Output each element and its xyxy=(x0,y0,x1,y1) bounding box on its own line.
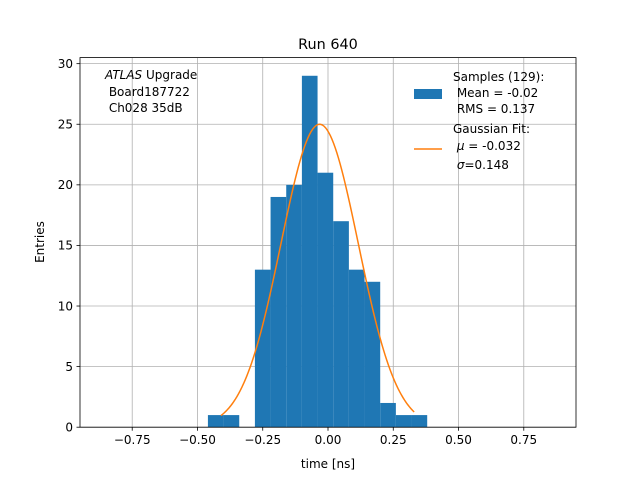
histogram-bar xyxy=(254,269,271,428)
legend-samples-swatch xyxy=(414,89,442,99)
legend: Samples (129): Mean = -0.02 RMS = 0.137 … xyxy=(414,70,544,172)
legend-samples-line-2: Mean = -0.02 xyxy=(453,86,538,100)
x-tick-label: 0.00 xyxy=(315,433,342,447)
legend-fit-mu-symbol: μ xyxy=(456,139,465,153)
y-tick-label: 20 xyxy=(58,178,73,192)
histogram-bar xyxy=(286,184,302,428)
x-axis-label: time [ns] xyxy=(301,457,355,471)
legend-samples-line-3: RMS = 0.137 xyxy=(453,102,535,116)
annotation-line-2: Board187722 xyxy=(105,85,190,99)
y-tick-label: 15 xyxy=(58,239,73,253)
histogram-bar xyxy=(301,75,318,428)
x-tick-label: −0.50 xyxy=(179,433,216,447)
legend-fit-line-2: μ = -0.032 xyxy=(453,139,521,153)
x-axis-ticks: −0.75 −0.50 −0.25 0.00 0.25 0.50 0.75 xyxy=(114,427,537,447)
histogram-bar xyxy=(411,415,428,428)
histogram-bar xyxy=(207,415,224,428)
y-tick-label: 25 xyxy=(58,118,73,132)
annotation-text: ATLAS Upgrade Board187722 Ch028 35dB xyxy=(104,68,197,115)
y-axis-label: Entries xyxy=(33,221,47,263)
x-tick-label: 0.25 xyxy=(380,433,407,447)
annotation-line-3: Ch028 35dB xyxy=(105,101,183,115)
legend-fit-sigma-symbol: σ xyxy=(457,158,465,172)
y-tick-label: 0 xyxy=(65,421,73,435)
histogram-bar xyxy=(348,269,365,428)
histogram-bars xyxy=(207,75,428,428)
legend-fit-line-1: Gaussian Fit: xyxy=(453,122,530,136)
annotation-line-1: ATLAS Upgrade xyxy=(104,68,197,82)
histogram-bar xyxy=(395,415,412,428)
x-tick-label: −0.25 xyxy=(244,433,281,447)
histogram-bar xyxy=(364,281,381,428)
histogram-bar xyxy=(380,402,396,428)
x-tick-label: 0.75 xyxy=(510,433,537,447)
y-tick-label: 10 xyxy=(58,299,73,313)
annotation-upgrade: Upgrade xyxy=(142,68,197,82)
y-tick-label: 5 xyxy=(65,360,73,374)
x-tick-label: −0.75 xyxy=(114,433,151,447)
y-axis-ticks: 0 5 10 15 20 25 30 xyxy=(58,57,80,435)
histogram-bar xyxy=(317,172,334,428)
gaussian-fit-curve xyxy=(220,123,415,417)
legend-fit-line-3: σ=0.148 xyxy=(453,158,509,172)
annotation-atlas: ATLAS xyxy=(104,68,143,82)
x-tick-label: 0.50 xyxy=(445,433,472,447)
histogram-bar xyxy=(223,415,240,428)
histogram-bar xyxy=(333,221,349,428)
y-tick-label: 30 xyxy=(58,57,73,71)
histogram-bar xyxy=(270,196,287,428)
legend-fit-sigma-value: =0.148 xyxy=(464,158,508,172)
legend-fit-mu-value: = -0.032 xyxy=(464,139,520,153)
legend-samples-line-1: Samples (129): xyxy=(453,70,544,84)
chart-title: Run 640 xyxy=(298,37,358,53)
